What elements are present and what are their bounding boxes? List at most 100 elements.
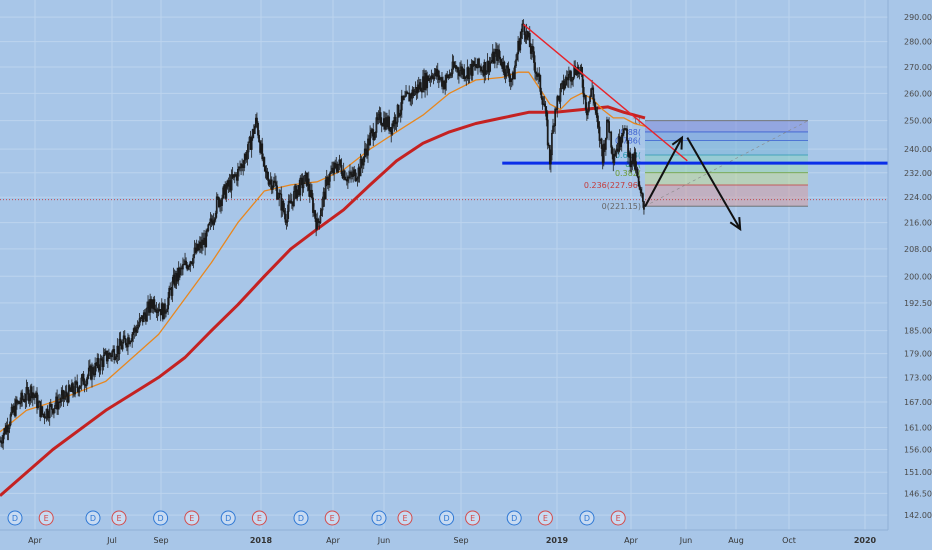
candle-body bbox=[108, 352, 110, 359]
candle-body bbox=[82, 373, 85, 385]
time-axis[interactable]: Apr Jul Sep 2018 Apr Jun Sep 2019 Apr Jun Aug Oct 20… bbox=[0, 529, 888, 545]
candle-body bbox=[68, 385, 71, 391]
candle-body bbox=[214, 213, 217, 220]
candle-body bbox=[394, 116, 397, 125]
candle-body bbox=[444, 82, 447, 90]
candle-body bbox=[459, 70, 461, 76]
candle-body bbox=[225, 187, 228, 199]
event-marker-label: E bbox=[44, 514, 49, 523]
dividend-marker[interactable] bbox=[506, 510, 522, 526]
candle-body bbox=[212, 219, 215, 225]
candle-body bbox=[391, 123, 394, 135]
candle-body bbox=[431, 75, 434, 79]
candle-body bbox=[606, 119, 608, 139]
candle-body bbox=[584, 95, 587, 110]
candle-body bbox=[134, 327, 137, 331]
dividend-marker[interactable] bbox=[293, 510, 309, 526]
time-tick-label: Aug bbox=[728, 536, 744, 545]
event-marker-label: D bbox=[225, 514, 231, 523]
candle-body bbox=[335, 163, 338, 170]
candle-body bbox=[321, 198, 324, 211]
price-tick-label: 290.00 bbox=[904, 13, 932, 22]
projection-arrow[interactable] bbox=[644, 137, 683, 208]
candle-body bbox=[544, 106, 547, 111]
candle-body bbox=[118, 338, 121, 355]
earnings-marker[interactable] bbox=[38, 510, 54, 526]
candle-body bbox=[74, 381, 76, 395]
candle-body bbox=[521, 23, 524, 32]
candle-body bbox=[103, 352, 106, 356]
candle-body bbox=[192, 254, 195, 264]
candle-body bbox=[643, 201, 645, 210]
price-axis[interactable]: 142.00 146.50 151.00 156.00 161.00 167.00 173.… bbox=[887, 0, 932, 550]
projection-arrow[interactable] bbox=[686, 137, 742, 230]
candle-body bbox=[485, 70, 488, 75]
candle-body bbox=[630, 163, 633, 168]
candle-body bbox=[564, 77, 567, 85]
candle-body bbox=[171, 281, 174, 296]
candle-body bbox=[320, 209, 323, 216]
candle-body bbox=[346, 176, 349, 182]
candle-body bbox=[285, 221, 288, 223]
earnings-marker[interactable] bbox=[537, 510, 553, 526]
candle-body bbox=[498, 49, 500, 58]
candle-body bbox=[608, 121, 610, 133]
candle-body bbox=[598, 126, 601, 141]
dividend-marker[interactable] bbox=[85, 510, 101, 526]
dividend-marker[interactable] bbox=[439, 510, 455, 526]
candle-body bbox=[132, 332, 135, 335]
candle-body bbox=[509, 79, 512, 82]
candle-body bbox=[142, 312, 145, 323]
candle-body bbox=[614, 153, 617, 157]
dividend-marker[interactable] bbox=[7, 510, 23, 526]
earnings-marker[interactable] bbox=[324, 510, 340, 526]
candle-body bbox=[446, 74, 449, 76]
earnings-marker[interactable] bbox=[251, 510, 267, 526]
candle-body bbox=[582, 87, 585, 98]
dividend-marker[interactable] bbox=[371, 510, 387, 526]
candle-body bbox=[556, 96, 559, 111]
price-tick-label: 250.00 bbox=[904, 117, 932, 126]
event-marker-label: D bbox=[584, 514, 590, 523]
time-tick-label: Jun bbox=[679, 536, 693, 545]
candle-body bbox=[197, 245, 200, 251]
earnings-marker[interactable] bbox=[397, 510, 413, 526]
time-tick-label: Sep bbox=[453, 536, 468, 545]
candle-body bbox=[329, 173, 331, 182]
candle-body bbox=[355, 179, 358, 182]
event-marker-label: E bbox=[189, 514, 194, 523]
candle-body bbox=[183, 263, 185, 266]
candle-body bbox=[100, 358, 103, 361]
dividend-marker[interactable] bbox=[220, 510, 236, 526]
candle-body bbox=[257, 122, 259, 136]
projection-arrows[interactable] bbox=[644, 135, 742, 232]
candle-body bbox=[263, 157, 266, 167]
earnings-marker[interactable] bbox=[465, 510, 481, 526]
candle-body bbox=[205, 230, 208, 248]
candle-body bbox=[222, 187, 225, 199]
candle-body bbox=[395, 121, 398, 125]
candle-body bbox=[130, 340, 133, 343]
candle-body bbox=[215, 196, 218, 214]
candle-body bbox=[574, 65, 577, 74]
fibonacci-retracement[interactable]: 1(0.88(0.786(0.618(0.5(0.382(0.236(227.9… bbox=[584, 117, 809, 212]
trendline-group[interactable] bbox=[522, 23, 688, 162]
price-tick-label: 200.00 bbox=[904, 272, 932, 281]
earnings-marker[interactable] bbox=[610, 510, 626, 526]
candle-body bbox=[67, 385, 70, 403]
fib-zone bbox=[645, 154, 808, 164]
candle-body bbox=[57, 401, 60, 410]
earnings-marker[interactable] bbox=[184, 510, 200, 526]
candle-body bbox=[282, 200, 285, 211]
dividend-marker[interactable] bbox=[579, 510, 595, 526]
dividend-marker[interactable] bbox=[153, 510, 169, 526]
candle-body bbox=[540, 91, 543, 99]
candle-body bbox=[563, 84, 566, 90]
price-tick-label: 185.00 bbox=[904, 327, 932, 336]
candle-body bbox=[468, 68, 471, 79]
trendline[interactable] bbox=[522, 23, 688, 162]
candle-body bbox=[210, 218, 213, 222]
earnings-marker[interactable] bbox=[111, 510, 127, 526]
